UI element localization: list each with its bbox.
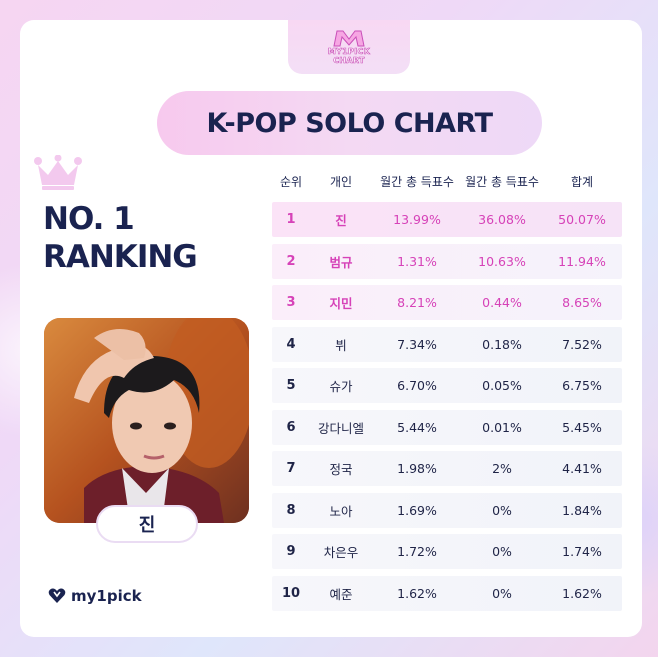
- name-cell: 예준: [329, 586, 353, 602]
- winner-name-badge: 진: [96, 505, 198, 543]
- winner-portrait-image: [44, 318, 249, 523]
- logo-line-2: CHART: [333, 56, 365, 66]
- name-cell: 지민: [329, 296, 353, 311]
- name-cell: 강다니엘: [317, 420, 364, 436]
- rank-cell: 5: [286, 378, 296, 393]
- header-rank: 순위: [279, 174, 303, 189]
- rank-cell: 4: [286, 336, 296, 352]
- myonepick-chart-logo: MY1PICK CHART: [288, 20, 410, 74]
- rank-cell: 3: [286, 295, 296, 310]
- logo-m-icon: [333, 30, 365, 47]
- votes-a-cell: 1.31%: [397, 253, 437, 269]
- name-cell: 정국: [329, 462, 353, 477]
- winner-photo: [44, 318, 249, 523]
- name-cell: 진: [335, 213, 347, 228]
- header-monthly-votes-2: 월간 총 득표수: [465, 174, 539, 189]
- votes-b-cell: 10.63%: [478, 253, 526, 269]
- votes-a-cell: 1.98%: [397, 461, 437, 476]
- rank-cell: 8: [286, 502, 296, 518]
- votes-b-cell: 0.18%: [482, 336, 522, 352]
- name-cell: 노아: [329, 503, 353, 519]
- name-cell: 슈가: [329, 379, 353, 394]
- total-cell: 50.07%: [558, 212, 606, 227]
- table-row: 4 뷔 7.34% 0.18% 7.52%: [272, 326, 622, 362]
- header-monthly-votes-1: 월간 총 득표수: [380, 174, 454, 189]
- name-cell: 차은우: [323, 545, 359, 560]
- table-row: 6 강다니엘 5.44% 0.01% 5.45%: [272, 409, 622, 445]
- total-cell: 5.45%: [562, 419, 602, 435]
- votes-a-cell: 13.99%: [393, 212, 441, 227]
- heart-logo-icon: [48, 588, 66, 603]
- brand-name: my1pick: [71, 587, 142, 605]
- total-cell: 11.94%: [558, 253, 606, 269]
- brand-logo: my1pick: [48, 587, 142, 605]
- votes-a-cell: 5.44%: [397, 419, 437, 435]
- total-cell: 7.52%: [562, 336, 602, 352]
- rank-cell: 2: [286, 253, 296, 269]
- votes-a-cell: 7.34%: [397, 336, 437, 352]
- rank-cell: 10: [281, 585, 301, 601]
- votes-a-cell: 1.62%: [397, 585, 437, 601]
- logo-line-1: MY1PICK: [327, 47, 371, 57]
- total-cell: 8.65%: [562, 295, 602, 310]
- ranking-line-1: NO. 1: [43, 201, 135, 237]
- chart-title-pill: K-POP SOLO CHART: [157, 91, 542, 155]
- votes-a-cell: 6.70%: [397, 378, 437, 393]
- total-cell: 1.84%: [562, 502, 602, 518]
- winner-name: 진: [138, 515, 156, 536]
- votes-b-cell: 0.44%: [482, 295, 522, 310]
- ranking-heading: NO. 1 RANKING: [43, 200, 243, 276]
- table-row: 5 슈가 6.70% 0.05% 6.75%: [272, 368, 622, 403]
- table-row: 1 진 13.99% 36.08% 50.07%: [272, 202, 622, 237]
- table-row: 7 정국 1.98% 2% 4.41%: [272, 451, 622, 486]
- total-cell: 4.41%: [562, 461, 602, 476]
- ranking-line-2: RANKING: [43, 239, 198, 275]
- table-row: 3 지민 8.21% 0.44% 8.65%: [272, 285, 622, 320]
- votes-b-cell: 0%: [492, 544, 512, 559]
- crown-icon: [34, 155, 82, 190]
- votes-a-cell: 1.72%: [397, 544, 437, 559]
- rank-cell: 7: [286, 461, 296, 476]
- votes-a-cell: 8.21%: [397, 295, 437, 310]
- header-total: 합계: [570, 174, 594, 189]
- table-row: 2 범규 1.31% 10.63% 11.94%: [272, 243, 622, 279]
- total-cell: 1.62%: [562, 585, 602, 601]
- table-row: 8 노아 1.69% 0% 1.84%: [272, 492, 622, 528]
- name-cell: 범규: [329, 254, 353, 270]
- votes-b-cell: 2%: [492, 461, 512, 476]
- votes-b-cell: 36.08%: [478, 212, 526, 227]
- ranking-table: 순위 개인 월간 총 득표수 월간 총 득표수 합계 1 진 13.99% 36…: [272, 166, 622, 617]
- header-name: 개인: [329, 174, 353, 189]
- name-cell: 뷔: [335, 337, 347, 353]
- table-row: 10 예준 1.62% 0% 1.62%: [272, 575, 622, 611]
- rank-cell: 1: [286, 212, 296, 227]
- votes-b-cell: 0.05%: [482, 378, 522, 393]
- total-cell: 6.75%: [562, 378, 602, 393]
- page-title: K-POP SOLO CHART: [206, 107, 493, 139]
- votes-a-cell: 1.69%: [397, 502, 437, 518]
- total-cell: 1.74%: [562, 544, 602, 559]
- votes-b-cell: 0%: [492, 585, 512, 601]
- votes-b-cell: 0.01%: [482, 419, 522, 435]
- rank-cell: 9: [286, 544, 296, 559]
- rank-cell: 6: [286, 419, 296, 435]
- votes-b-cell: 0%: [492, 502, 512, 518]
- table-header: 순위 개인 월간 총 득표수 월간 총 득표수 합계: [272, 166, 622, 196]
- table-row: 9 차은우 1.72% 0% 1.74%: [272, 534, 622, 569]
